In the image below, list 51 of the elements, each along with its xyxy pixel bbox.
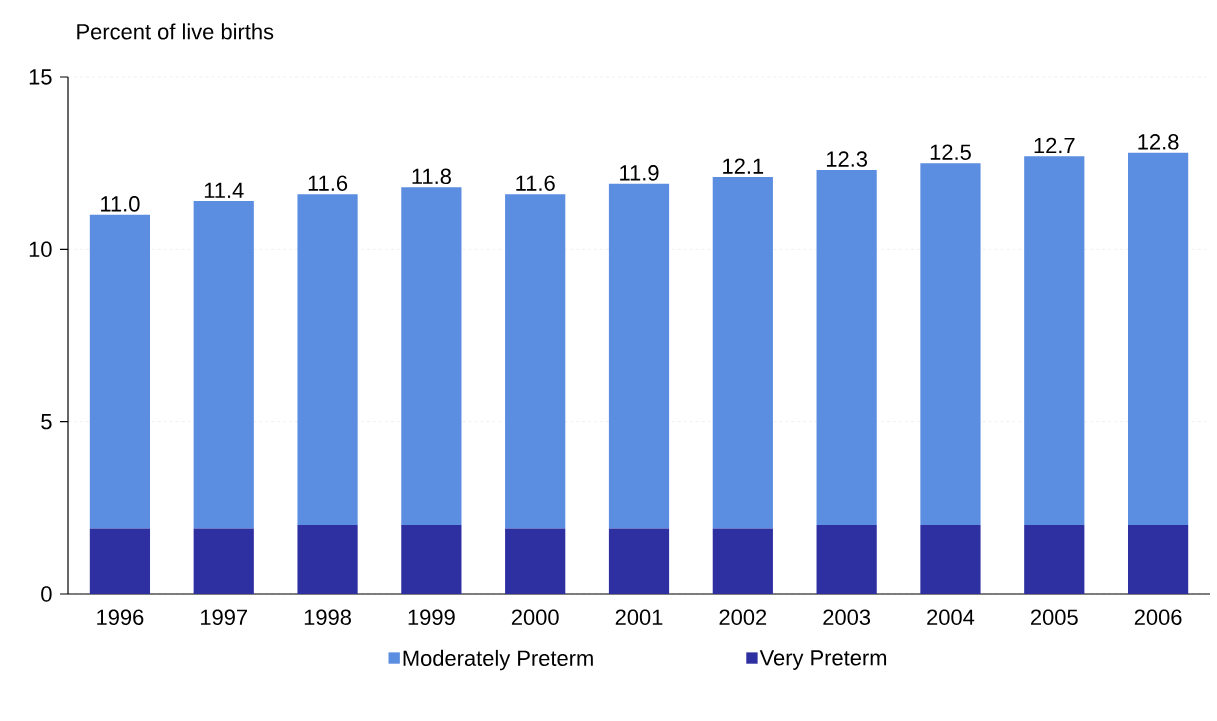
x-tick-label: 1999 — [408, 609, 455, 626]
x-tick-label: 1998 — [304, 609, 351, 626]
y-tick-label: 15 — [29, 69, 52, 85]
bar — [1024, 525, 1085, 594]
x-tick-label: 2002 — [719, 609, 767, 626]
total-label: 12.7 — [1034, 137, 1075, 154]
x-tick-label: 2001 — [615, 609, 663, 626]
bar — [193, 201, 254, 529]
bar — [712, 528, 773, 594]
x-tick-label: 2006 — [1134, 609, 1182, 626]
x-tick-label: 1997 — [201, 609, 248, 626]
total-label: 11.6 — [308, 175, 348, 191]
x-tick-label: 1996 — [97, 609, 144, 626]
y-tick-label: 5 — [41, 414, 52, 430]
total-label: 11.6 — [516, 175, 555, 191]
legend-label: Very Preterm — [759, 650, 887, 670]
total-label: 12.8 — [1138, 134, 1179, 150]
bar — [401, 525, 462, 594]
bar — [193, 528, 254, 594]
y-tick-label: 0 — [41, 586, 52, 602]
total-label: 11.8 — [412, 168, 451, 185]
x-tick-label: 2003 — [823, 609, 871, 626]
x-tick-label: 2000 — [511, 609, 559, 626]
bar — [1127, 152, 1189, 526]
x-tick-label: 2004 — [927, 609, 975, 626]
bar — [608, 528, 670, 594]
bar — [1024, 156, 1085, 526]
bar — [816, 170, 877, 526]
bar — [816, 525, 877, 594]
bar — [505, 528, 566, 594]
legend-label: Moderately Preterm — [403, 649, 593, 671]
bar — [920, 525, 981, 594]
total-label: 12.3 — [826, 151, 868, 167]
bar — [297, 525, 358, 594]
total-label: 11.9 — [620, 165, 659, 181]
total-label: 11.4 — [204, 182, 244, 198]
total-label: 12.1 — [723, 158, 764, 174]
total-label: 12.5 — [930, 144, 971, 160]
bar — [505, 194, 566, 529]
bar — [89, 214, 151, 529]
bar — [920, 163, 981, 526]
bar — [401, 187, 462, 526]
total-label: 11.0 — [101, 196, 140, 212]
bar — [712, 176, 773, 529]
x-tick-label: 2005 — [1031, 609, 1078, 626]
bar — [1127, 525, 1189, 594]
y-axis-title: Percent of live births — [77, 23, 274, 40]
bar — [297, 194, 358, 526]
y-tick-label: 10 — [29, 241, 52, 258]
bar — [608, 183, 670, 529]
bar — [89, 528, 151, 594]
